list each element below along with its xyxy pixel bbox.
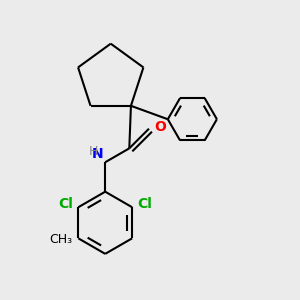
Text: H: H [88,145,98,158]
Text: Cl: Cl [137,197,152,211]
Text: Cl: Cl [58,197,74,211]
Text: N: N [92,147,103,161]
Text: CH₃: CH₃ [49,233,72,247]
Text: O: O [154,120,166,134]
